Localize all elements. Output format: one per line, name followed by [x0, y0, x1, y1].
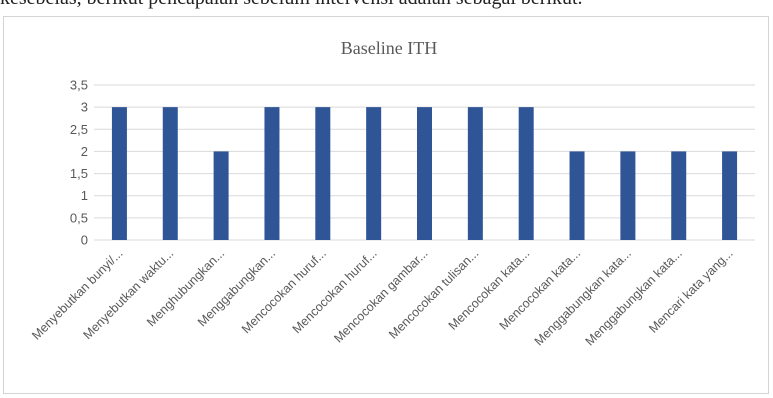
bar: [569, 151, 585, 240]
preceding-text-line: kesebelas, berikut pencapaian sebelum in…: [0, 0, 773, 11]
bar: [620, 151, 636, 240]
bar-chart: Baseline ITH 0 0,5 1 1,5 2 2,5 3 3,5 Menyebutka…: [29, 38, 755, 349]
x-category-label: Mencocokan huruf...: [290, 246, 380, 336]
bar: [162, 107, 178, 241]
y-tick-label: 0: [81, 233, 88, 248]
x-category-label: Menggabungkan kata...: [532, 246, 634, 348]
y-tick-label: 1: [81, 188, 88, 203]
bar: [264, 107, 280, 241]
x-axis-labels: Menyebutkan bunyi/...Menyebutkan waktu..…: [29, 246, 736, 348]
bar: [671, 151, 687, 240]
chart-container: Baseline ITH 0 0,5 1 1,5 2 2,5 3 3,5 Menyebutka…: [3, 16, 769, 394]
x-category-label: Menyebutkan waktu...: [81, 246, 177, 342]
x-category-label: Mencari kata yang...: [646, 246, 735, 335]
y-axis-ticks: 0 0,5 1 1,5 2 2,5 3 3,5: [70, 78, 88, 248]
bars: [111, 107, 738, 241]
y-tick-label: 2: [81, 144, 88, 159]
bar: [417, 107, 432, 241]
y-tick-label: 3: [81, 100, 88, 115]
y-tick-label: 2,5: [70, 122, 88, 137]
bar: [111, 107, 127, 241]
bar: [518, 107, 534, 241]
x-category-label: Menyebutkan bunyi/...: [29, 246, 125, 342]
y-tick-label: 3,5: [70, 78, 88, 93]
y-tick-label: 0,5: [70, 210, 88, 225]
chart-title: Baseline ITH: [341, 38, 437, 58]
bar: [366, 107, 382, 241]
y-tick-label: 1,5: [70, 166, 88, 181]
bar: [722, 151, 738, 240]
bar: [315, 107, 331, 241]
bar: [213, 151, 229, 240]
bar: [467, 107, 483, 241]
x-category-label: Menggabungkan kata...: [583, 246, 685, 348]
x-category-label: Mencocokan tulisan...: [386, 246, 481, 341]
x-category-label: Mencocokan huruf...: [239, 246, 329, 336]
x-category-label: Mencocokan gambar...: [331, 246, 430, 345]
